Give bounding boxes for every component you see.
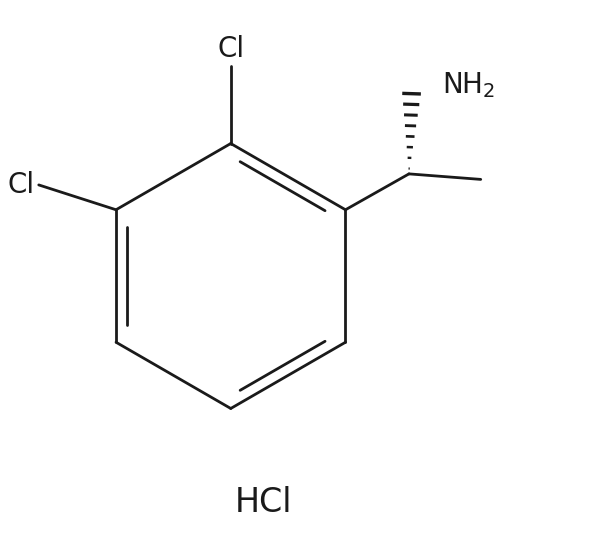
Text: HCl: HCl [235, 486, 293, 519]
Text: Cl: Cl [217, 35, 244, 63]
Text: NH$_2$: NH$_2$ [442, 71, 495, 100]
Text: Cl: Cl [7, 171, 34, 199]
